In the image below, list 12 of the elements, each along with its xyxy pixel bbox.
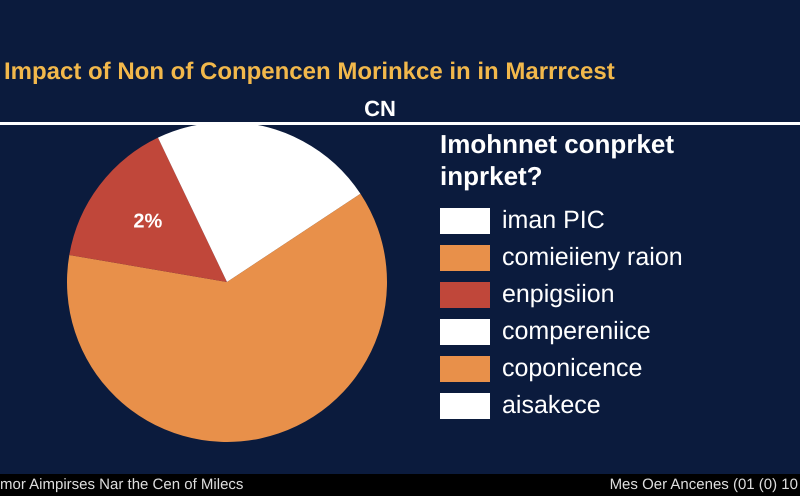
text: Mes Oer Ancenes (01 (0) 10 — [610, 476, 798, 493]
text: mor Aimpirses Nar the Cen of Milecs — [0, 476, 244, 493]
legend-label: aisakece — [502, 391, 601, 420]
legend-label: enpigsiion — [502, 280, 615, 309]
chart-title: Impact of Non of Conpencen Morinkce in in Marrrcest — [4, 58, 615, 86]
text: 2% — [133, 210, 162, 233]
legend-label: compereniice — [502, 317, 651, 346]
legend-label: comieiieny raion — [502, 243, 683, 272]
legend-label: iman PIC — [502, 206, 605, 235]
legend-title: Imohnnet conprket inprket? — [440, 128, 676, 192]
chart-subtitle: CN — [363, 96, 397, 122]
legend-label: coponicence — [502, 354, 642, 383]
